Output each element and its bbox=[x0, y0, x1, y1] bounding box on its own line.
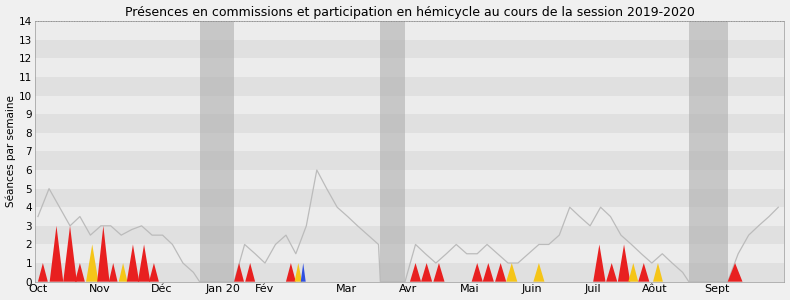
Bar bbox=[35, 263, 784, 282]
Polygon shape bbox=[628, 263, 638, 282]
Polygon shape bbox=[728, 263, 743, 282]
Polygon shape bbox=[495, 263, 506, 282]
Polygon shape bbox=[149, 263, 159, 282]
Polygon shape bbox=[434, 263, 445, 282]
Polygon shape bbox=[50, 226, 63, 282]
Polygon shape bbox=[97, 226, 110, 282]
Bar bbox=[35, 226, 784, 244]
Polygon shape bbox=[286, 263, 295, 282]
Polygon shape bbox=[118, 263, 127, 282]
Polygon shape bbox=[653, 263, 663, 282]
Polygon shape bbox=[483, 263, 494, 282]
Polygon shape bbox=[86, 244, 99, 282]
Polygon shape bbox=[126, 244, 139, 282]
Bar bbox=[35, 114, 784, 133]
Bar bbox=[200, 21, 234, 282]
Bar bbox=[35, 244, 784, 263]
Y-axis label: Séances par semaine: Séances par semaine bbox=[6, 95, 16, 207]
Polygon shape bbox=[618, 244, 630, 282]
Polygon shape bbox=[295, 263, 302, 282]
Polygon shape bbox=[38, 263, 48, 282]
Bar bbox=[380, 21, 405, 282]
Polygon shape bbox=[63, 226, 77, 282]
Bar bbox=[689, 21, 728, 282]
Polygon shape bbox=[506, 263, 517, 282]
Bar bbox=[35, 170, 784, 189]
Polygon shape bbox=[606, 263, 617, 282]
Bar bbox=[35, 58, 784, 77]
Polygon shape bbox=[410, 263, 421, 282]
Polygon shape bbox=[301, 263, 306, 282]
Polygon shape bbox=[234, 263, 244, 282]
Bar bbox=[35, 207, 784, 226]
Polygon shape bbox=[638, 263, 649, 282]
Bar bbox=[35, 40, 784, 58]
Bar bbox=[35, 152, 784, 170]
Bar bbox=[35, 133, 784, 152]
Polygon shape bbox=[109, 263, 118, 282]
Bar bbox=[35, 21, 784, 40]
Polygon shape bbox=[245, 263, 255, 282]
Bar bbox=[35, 189, 784, 207]
Polygon shape bbox=[533, 263, 544, 282]
Bar bbox=[35, 96, 784, 114]
Title: Présences en commissions et participation en hémicycle au cours de la session 20: Présences en commissions et participatio… bbox=[125, 6, 694, 19]
Bar bbox=[35, 77, 784, 96]
Polygon shape bbox=[421, 263, 432, 282]
Polygon shape bbox=[75, 263, 85, 282]
Polygon shape bbox=[472, 263, 483, 282]
Polygon shape bbox=[138, 244, 150, 282]
Polygon shape bbox=[593, 244, 605, 282]
